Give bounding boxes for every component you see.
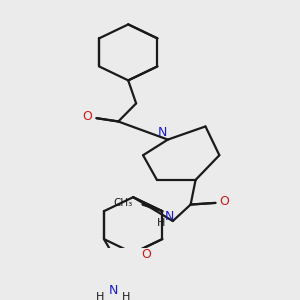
Text: O: O — [219, 195, 229, 208]
Text: O: O — [82, 110, 92, 123]
Text: H: H — [122, 292, 130, 300]
Text: O: O — [142, 248, 152, 261]
Text: N: N — [165, 210, 175, 224]
Text: N: N — [158, 126, 168, 139]
Text: H: H — [157, 218, 165, 228]
Text: N: N — [109, 284, 119, 297]
Text: CH₃: CH₃ — [113, 198, 133, 208]
Text: H: H — [96, 292, 104, 300]
